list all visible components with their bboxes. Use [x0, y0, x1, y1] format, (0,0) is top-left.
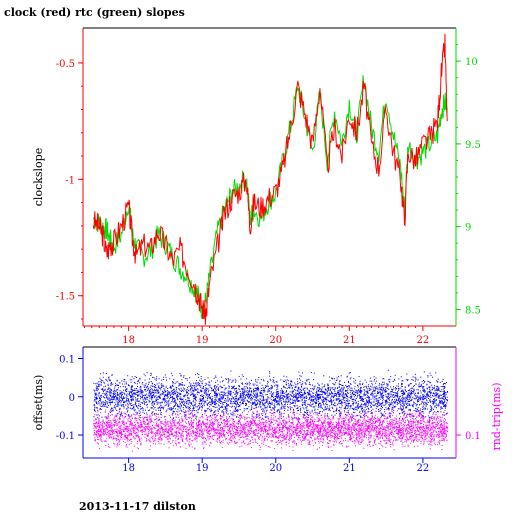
y2-axis-label-2: rnd-trip(ms) — [490, 383, 503, 451]
x-tick-label: 18 — [122, 335, 135, 346]
y2-tick-label: 9.5 — [465, 140, 481, 151]
x-tick-label-2: 21 — [343, 463, 356, 474]
y-tick-label: -1 — [65, 175, 75, 186]
y2-tick-label: 8.5 — [465, 305, 481, 316]
x-tick-label-2: 18 — [122, 463, 135, 474]
rndtrip-scatter-series — [93, 406, 449, 452]
clock-slope-series — [92, 33, 448, 325]
footer-label: 2013-11-17 dilston — [79, 500, 196, 513]
x-tick-label: 22 — [417, 335, 430, 346]
y2-tick-label: 10 — [465, 57, 478, 68]
y2-tick-label: 9 — [465, 223, 471, 234]
y-tick-label-2: -0.1 — [56, 431, 75, 442]
y-tick-label: -1.5 — [56, 292, 75, 303]
y-tick-label-2: 0.1 — [59, 354, 75, 365]
x-tick-label: 19 — [196, 335, 209, 346]
y-tick-label: -0.5 — [56, 59, 75, 70]
x-tick-label-2: 20 — [269, 463, 282, 474]
x-tick-label-2: 19 — [196, 463, 209, 474]
y-tick-label-2: 0 — [69, 393, 75, 404]
rtc-slope-series — [92, 75, 448, 320]
y-axis-label: clockslope — [32, 148, 45, 206]
y-axis-label-2: offset(ms) — [32, 375, 45, 431]
x-tick-label: 21 — [343, 335, 356, 346]
chart-title: clock (red) rtc (green) slopes — [4, 6, 185, 19]
offset-scatter-series — [93, 369, 449, 425]
y2-tick-label-2: 0.1 — [465, 431, 481, 442]
x-tick-label-2: 22 — [417, 463, 430, 474]
x-tick-label: 20 — [269, 335, 282, 346]
